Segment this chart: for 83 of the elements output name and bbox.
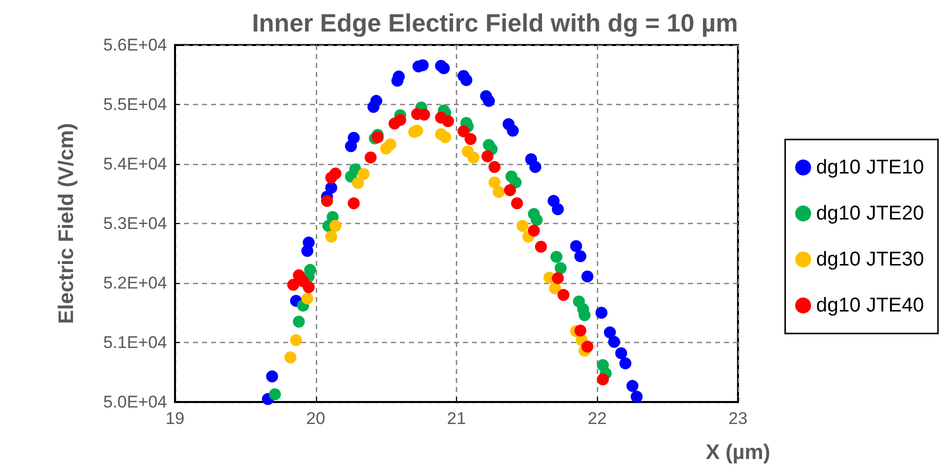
point — [596, 373, 609, 386]
point — [488, 160, 501, 173]
point — [302, 236, 315, 249]
point — [325, 182, 338, 194]
point — [626, 380, 638, 392]
point — [458, 125, 470, 138]
point — [578, 309, 591, 322]
point — [268, 388, 281, 400]
point — [506, 124, 519, 137]
point — [348, 197, 360, 210]
x-axis-title: X (µm) — [706, 441, 770, 464]
point — [266, 370, 278, 382]
point — [604, 326, 616, 338]
y-axis-title: Electric Field (V/cm) — [55, 123, 78, 324]
point — [511, 197, 524, 210]
point — [595, 306, 608, 319]
legend-label: dg10 JTE10 — [816, 156, 924, 178]
point — [292, 316, 305, 328]
y-tick-label: 5.0E+04 — [103, 392, 167, 412]
x-tick-label: 22 — [588, 409, 607, 428]
point — [321, 194, 334, 207]
point — [570, 240, 582, 252]
point — [329, 168, 342, 180]
y-tick-label: 5.4E+04 — [103, 154, 167, 174]
point — [488, 176, 501, 188]
legend-label: dg10 JTE20 — [816, 202, 924, 224]
x-tick-label: 23 — [728, 409, 748, 428]
y-tick-label: 5.2E+04 — [103, 274, 167, 292]
point — [464, 133, 477, 146]
point — [442, 115, 454, 128]
point — [481, 150, 494, 162]
point — [516, 220, 529, 232]
y-tick-label: 5.1E+04 — [103, 333, 167, 352]
point — [574, 324, 586, 337]
point — [358, 168, 370, 180]
point — [615, 347, 628, 360]
point — [438, 62, 450, 74]
x-tick-label: 20 — [306, 409, 326, 428]
point — [302, 281, 315, 294]
point — [384, 138, 396, 150]
point — [549, 282, 562, 294]
point — [301, 292, 314, 304]
point — [364, 151, 377, 164]
point — [329, 220, 342, 232]
x-tick-label: 21 — [447, 409, 466, 428]
y-tick-label: 5.5E+04 — [103, 95, 167, 114]
point — [534, 240, 547, 253]
y-tick-label: 5.6E+04 — [103, 36, 167, 54]
point — [574, 250, 586, 262]
y-tick-label: 5.3E+04 — [103, 214, 167, 233]
point — [630, 390, 643, 403]
point — [304, 264, 316, 276]
point — [439, 131, 452, 144]
legend-label: dg10 JTE30 — [816, 248, 924, 270]
point — [552, 272, 564, 284]
point — [581, 340, 594, 353]
point — [284, 351, 296, 364]
point — [530, 214, 543, 226]
point — [552, 203, 564, 216]
point — [504, 184, 516, 196]
point — [492, 186, 505, 198]
point — [554, 262, 567, 274]
point — [529, 160, 542, 173]
point — [550, 250, 562, 263]
point — [325, 230, 338, 243]
legend-label: dg10 JTE40 — [816, 294, 924, 316]
point — [287, 278, 300, 291]
point — [608, 336, 620, 348]
point — [372, 131, 384, 144]
point — [482, 94, 495, 107]
point — [348, 132, 360, 144]
point — [528, 224, 540, 237]
chart-title: Inner Edge Electirc Field with dg = 10 µm — [252, 10, 738, 38]
point — [619, 357, 632, 370]
point — [581, 270, 594, 282]
point — [352, 177, 364, 190]
point — [460, 74, 472, 86]
point — [467, 151, 480, 164]
point — [290, 334, 302, 346]
x-tick-label: 19 — [166, 409, 184, 428]
point — [557, 288, 570, 301]
point — [394, 114, 406, 126]
point — [370, 94, 382, 107]
